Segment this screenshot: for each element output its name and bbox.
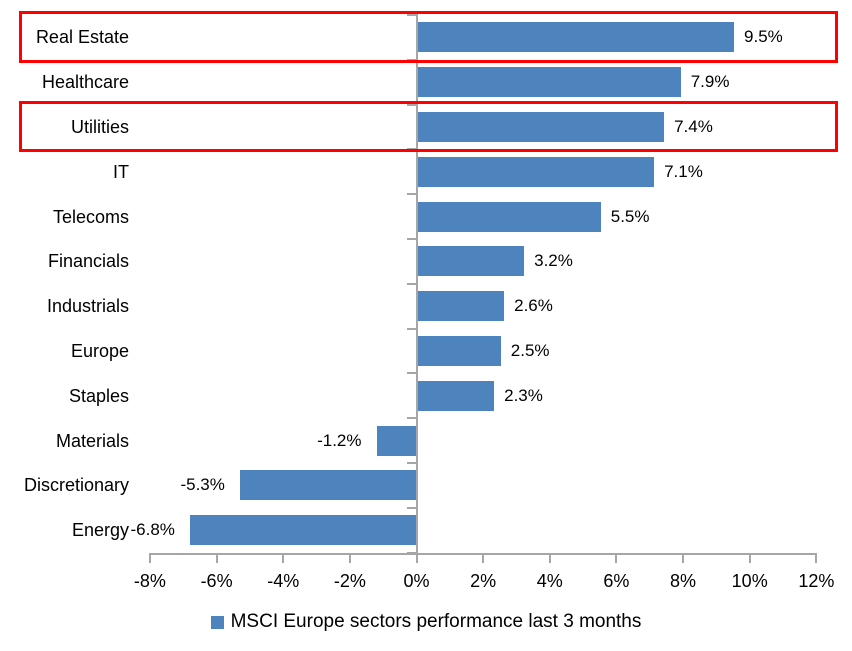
category-label: Utilities (70, 117, 129, 137)
legend: MSCI Europe sectors performance last 3 m… (0, 611, 852, 633)
category-label: Financials (47, 251, 129, 272)
x-tick-label: -6% (200, 570, 233, 591)
x-tick-label: -8% (133, 570, 166, 591)
x-tick-label: -2% (333, 570, 366, 591)
value-tick (748, 552, 751, 563)
bar-it (417, 156, 655, 187)
value-tick (348, 552, 351, 563)
value-tick (482, 552, 485, 563)
value-tick (415, 552, 418, 563)
category-label: Real Estate (35, 27, 129, 48)
value-label: 7.4% (674, 117, 713, 136)
value-label: -1.2% (317, 430, 362, 450)
category-label: IT (113, 161, 129, 182)
category-label: Energy (71, 520, 129, 541)
category-tick (406, 506, 417, 509)
value-label: 7.1% (664, 161, 703, 181)
bar-real-estate (417, 22, 735, 53)
bar-healthcare (417, 67, 681, 98)
category-tick (406, 282, 417, 285)
bar-discretionary (239, 470, 417, 501)
category-tick (406, 238, 417, 240)
value-tick (148, 552, 151, 563)
bar-utilities (417, 112, 665, 142)
category-label: Healthcare (41, 72, 129, 93)
category-tick (406, 193, 417, 196)
x-tick-label: 12% (798, 570, 835, 591)
category-axis-line (415, 14, 418, 554)
value-label: 2.6% (514, 296, 553, 316)
legend-marker-icon (210, 615, 224, 629)
category-tick (406, 417, 417, 420)
x-tick-label: 10% (731, 570, 768, 591)
bar-europe (417, 336, 501, 366)
category-label: Telecoms (52, 206, 129, 227)
value-label: 2.3% (504, 385, 543, 405)
value-label: 7.9% (690, 72, 730, 92)
legend-label: MSCI Europe sectors performance last 3 m… (230, 611, 642, 632)
value-tick (615, 552, 618, 563)
value-tick (282, 552, 285, 563)
category-label: Industrials (46, 296, 129, 317)
bar-staples (417, 380, 495, 411)
category-label: Discretionary (23, 475, 129, 496)
bar-energy (189, 515, 417, 546)
category-tick (406, 14, 417, 16)
category-label: Staples (68, 385, 129, 406)
x-tick-label: 4% (536, 570, 563, 591)
value-label: -6.8% (130, 520, 175, 540)
category-tick (406, 148, 417, 151)
category-tick (406, 58, 417, 61)
value-label: 3.2% (534, 251, 573, 271)
bar-telecoms (417, 201, 601, 232)
highlight-box-real-estate (19, 11, 838, 63)
value-tick (215, 552, 218, 563)
value-label: 5.5% (610, 206, 650, 226)
category-tick (406, 327, 417, 330)
bar-financials (417, 246, 525, 277)
bar-materials (376, 425, 417, 456)
value-label: 2.5% (510, 341, 550, 360)
category-label: Materials (55, 430, 129, 451)
x-tick-label: 0% (403, 570, 430, 591)
category-label: Europe (70, 341, 129, 361)
x-tick-label: 8% (670, 570, 697, 591)
x-tick-label: -4% (267, 570, 300, 591)
value-tick (815, 552, 818, 563)
value-tick (548, 552, 551, 563)
category-tick (406, 372, 417, 375)
value-label: 9.5% (744, 27, 783, 47)
category-tick (406, 103, 417, 106)
highlight-box-utilities (19, 100, 838, 153)
value-label: -5.3% (180, 475, 225, 495)
value-tick (682, 552, 685, 563)
category-tick (406, 462, 417, 464)
x-tick-label: 6% (603, 570, 630, 591)
bar-industrials (417, 291, 505, 322)
x-tick-label: 2% (470, 570, 497, 591)
